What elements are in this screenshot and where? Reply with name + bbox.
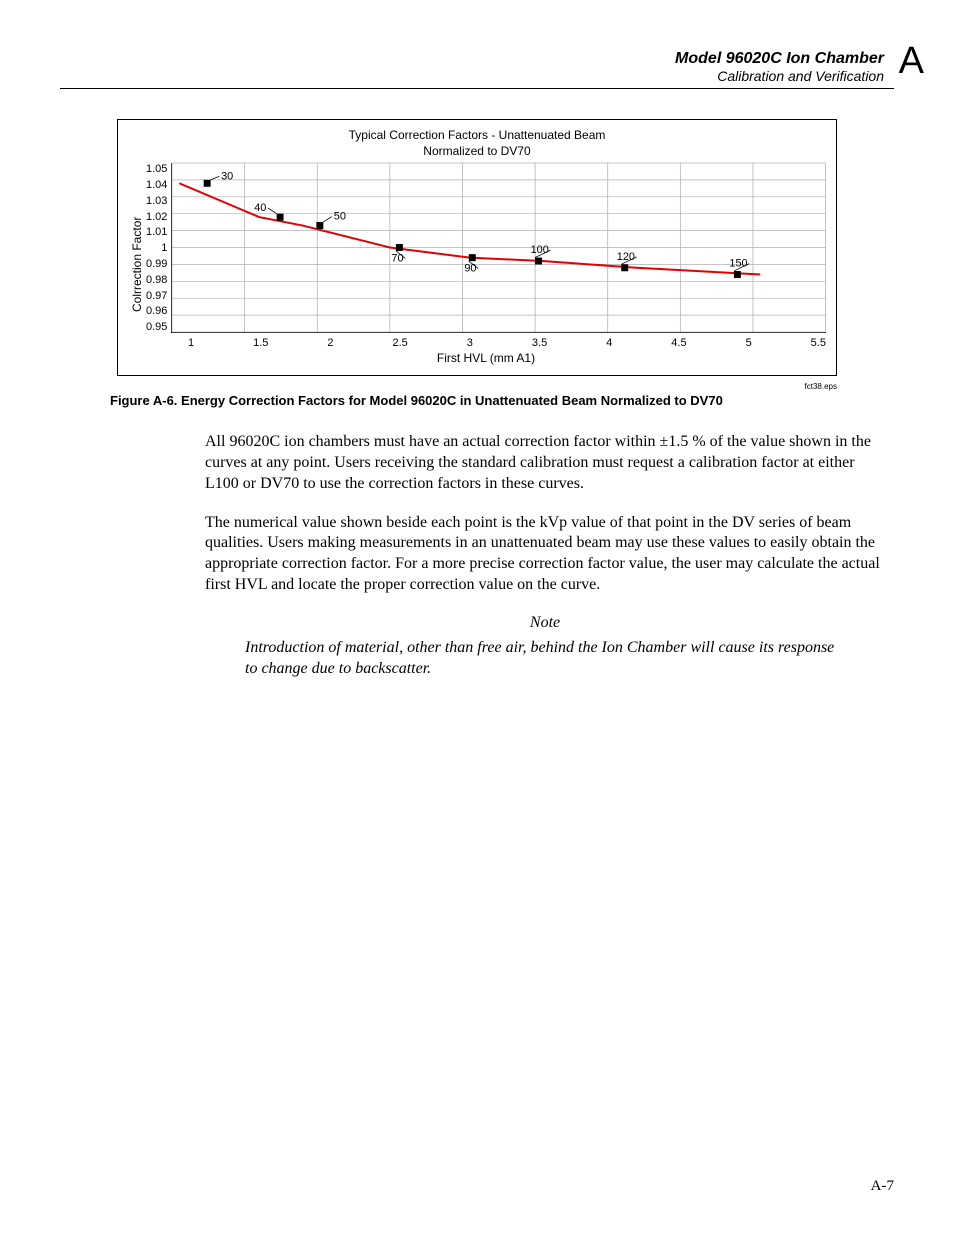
xtick-label: 5 (746, 337, 752, 349)
ytick-label: 0.99 (146, 258, 167, 270)
ytick-label: 0.98 (146, 274, 167, 286)
note-body: Introduction of material, other than fre… (245, 638, 845, 680)
ytick-label: 1.02 (146, 211, 167, 223)
header-rule (60, 88, 894, 89)
page-header: Model 96020C Ion Chamber Calibration and… (60, 50, 894, 84)
paragraph-2: The numerical value shown beside each po… (205, 513, 885, 596)
ytick-label: 0.96 (146, 305, 167, 317)
note-heading: Note (205, 614, 885, 632)
xtick-label: 1 (188, 337, 194, 349)
xtick-label: 3 (467, 337, 473, 349)
chart-title: Typical Correction Factors - Unattenuate… (128, 128, 826, 159)
chart-xticks: 1 1.5 2 2.5 3 3.5 4 4.5 5 5.5 (146, 337, 826, 349)
xtick-label: 4.5 (671, 337, 686, 349)
xtick-label: 1.5 (253, 337, 268, 349)
xtick-label: 2.5 (393, 337, 408, 349)
chart-plot-area: 3040507090100120150 (171, 163, 826, 333)
header-title: Model 96020C Ion Chamber (60, 50, 884, 68)
ytick-label: 1.05 (146, 163, 167, 175)
chart-xlabel: First HVL (mm A1) (146, 351, 826, 365)
correction-factor-chart: Typical Correction Factors - Unattenuate… (117, 119, 837, 376)
ytick-label: 1 (161, 242, 167, 254)
chart-title-line1: Typical Correction Factors - Unattenuate… (349, 128, 606, 142)
ytick-label: 1.04 (146, 179, 167, 191)
chart-title-line2: Normalized to DV70 (423, 144, 530, 158)
chart-yticks: 1.05 1.04 1.03 1.02 1.01 1 0.99 0.98 0.97 0.96 0.9… (146, 163, 171, 333)
paragraph-1: All 96020C ion chambers must have an act… (205, 432, 885, 494)
ytick-label: 1.03 (146, 195, 167, 207)
ytick-label: 0.95 (146, 321, 167, 333)
page-number: A-7 (871, 1178, 894, 1195)
header-section-letter: A (899, 40, 924, 83)
xtick-label: 5.5 (811, 337, 826, 349)
ytick-label: 1.01 (146, 226, 167, 238)
xtick-label: 4 (606, 337, 612, 349)
eps-filename: fct38.eps (117, 382, 837, 391)
xtick-label: 3.5 (532, 337, 547, 349)
xtick-label: 2 (327, 337, 333, 349)
ytick-label: 0.97 (146, 290, 167, 302)
chart-ylabel: Colrrection Factor (128, 163, 146, 365)
header-subtitle: Calibration and Verification (60, 68, 884, 84)
figure-caption: Figure A-6. Energy Correction Factors fo… (110, 393, 894, 408)
